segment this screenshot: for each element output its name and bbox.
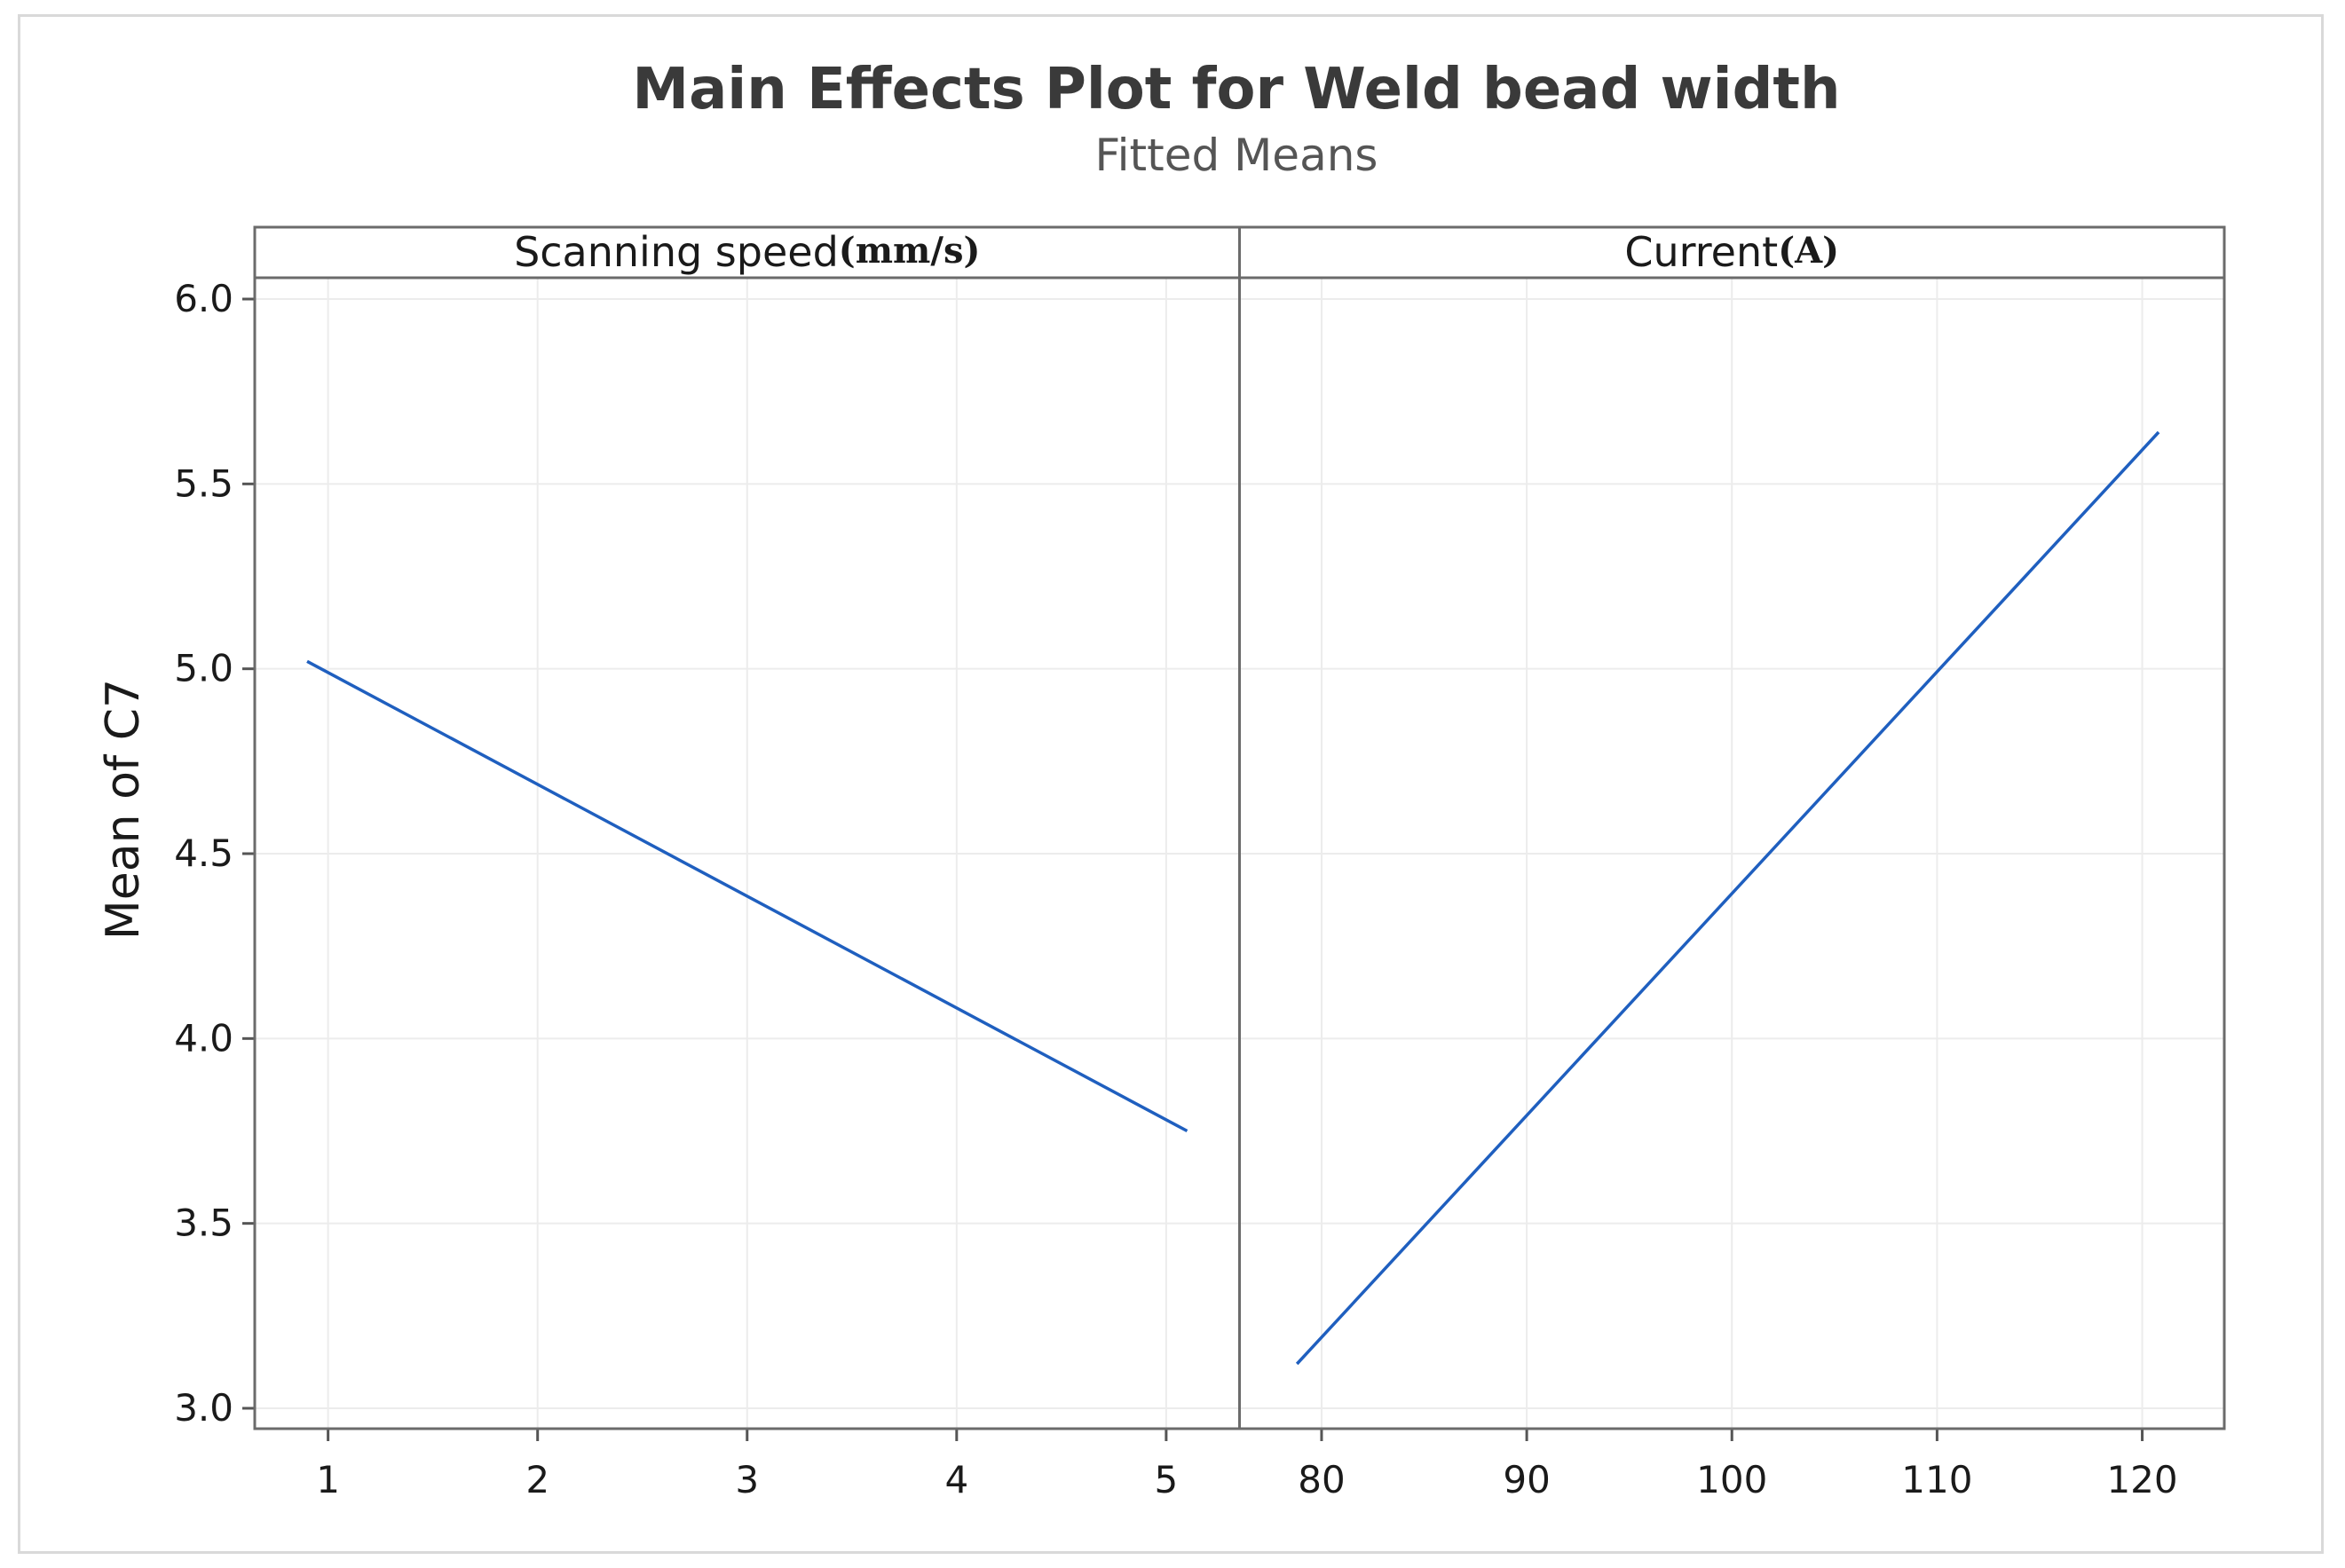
x-tick-label: 4 xyxy=(944,1458,968,1501)
y-tick-label: 6.0 xyxy=(174,277,233,320)
y-tick-label: 5.5 xyxy=(174,461,233,505)
x-tick-label: 110 xyxy=(1901,1458,1972,1501)
y-tick-label: 3.5 xyxy=(174,1202,233,1245)
chart-subtitle: Fitted Means xyxy=(1095,130,1378,181)
x-tick-label: 2 xyxy=(525,1458,549,1501)
x-tick-label: 120 xyxy=(2106,1458,2177,1501)
y-tick-label: 5.0 xyxy=(174,647,233,690)
main-effect-line xyxy=(1295,430,2160,1366)
panel-factor-unit: (mm/s) xyxy=(839,230,981,272)
main-effect-line xyxy=(306,659,1188,1133)
y-axis-label: Mean of C7 xyxy=(97,679,150,940)
y-tick-label: 3.0 xyxy=(174,1386,233,1430)
x-tick-label: 5 xyxy=(1155,1458,1179,1501)
x-tick-label: 80 xyxy=(1298,1458,1345,1501)
panel-strip-label: Scanning speed(mm/s) xyxy=(514,228,980,276)
x-tick-label: 1 xyxy=(316,1458,340,1501)
x-tick-label: 100 xyxy=(1696,1458,1767,1501)
y-tick-label: 4.5 xyxy=(174,831,233,875)
panel-factor-name: Scanning speed xyxy=(514,228,839,276)
x-tick-label: 3 xyxy=(735,1458,759,1501)
plot-area: Scanning speed(mm/s) 1 2 3 4 5 Current(A) 80 90 1… xyxy=(174,225,2226,1501)
x-tick-label: 90 xyxy=(1503,1458,1550,1501)
panel-factor-name: Current xyxy=(1624,228,1778,276)
panel-strip-label: Current(A) xyxy=(1624,228,1839,276)
chart-title: Main Effects Plot for Weld bead width xyxy=(632,57,1840,122)
panel-factor-unit: (A) xyxy=(1778,230,1839,272)
figure-border xyxy=(18,14,2324,1554)
y-tick-label: 4.0 xyxy=(174,1016,233,1060)
